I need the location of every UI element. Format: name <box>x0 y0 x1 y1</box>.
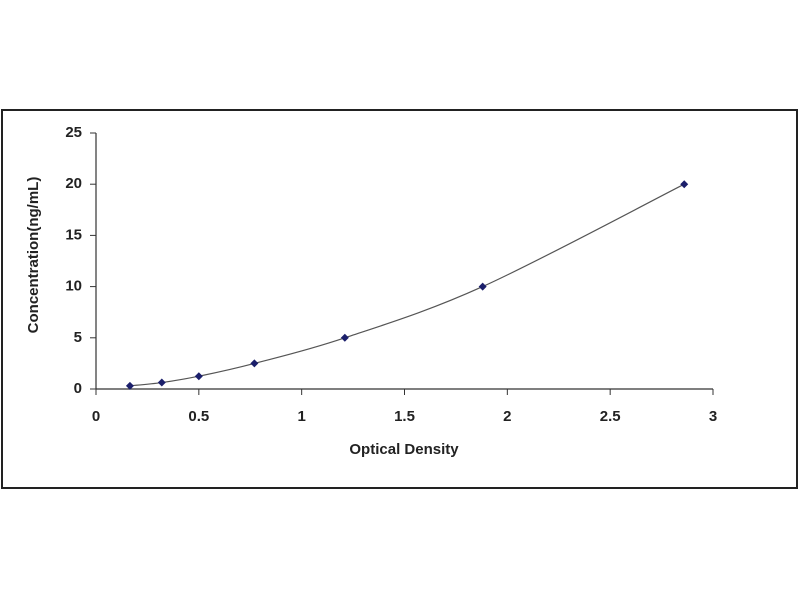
fit-curve <box>129 183 685 387</box>
y-tick-label: 10 <box>65 278 82 295</box>
data-point <box>250 359 259 368</box>
x-tick-label: 2 <box>503 408 511 425</box>
y-axis-label: Concentration(ng/mL) <box>25 177 42 334</box>
x-axis-label: Optical Density <box>349 441 459 458</box>
chart-frame <box>1 109 798 489</box>
x-tick-label: 0 <box>92 408 100 425</box>
data-point <box>125 381 134 390</box>
y-tick-label: 15 <box>65 226 82 243</box>
data-point <box>340 333 349 342</box>
x-tick-label: 0.5 <box>188 408 209 425</box>
data-point <box>194 372 203 381</box>
x-tick-label: 2.5 <box>600 408 621 425</box>
y-tick-label: 20 <box>65 175 82 192</box>
data-point <box>680 180 689 189</box>
y-tick-label: 25 <box>65 124 82 141</box>
data-point <box>478 282 487 291</box>
x-tick-label: 3 <box>709 408 717 425</box>
data-point <box>157 378 166 387</box>
x-tick-label: 1.5 <box>394 408 415 425</box>
x-tick-label: 1 <box>297 408 305 425</box>
y-tick-label: 5 <box>74 329 82 346</box>
y-tick-label: 0 <box>74 380 82 397</box>
